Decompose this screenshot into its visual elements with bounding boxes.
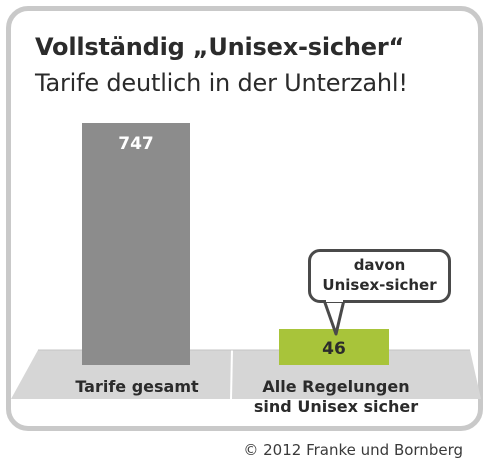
bar-tarife-gesamt (82, 123, 190, 365)
callout-tail-join (326, 297, 343, 302)
category-label-line: sind Unisex sicher (253, 397, 419, 416)
callout-tail (322, 298, 346, 336)
bar-unisex-sicher (279, 329, 389, 365)
category-label-line: Tarife gesamt (75, 377, 199, 396)
data-label-tarife-gesamt: 747 (118, 134, 154, 154)
category-label-tarife-gesamt: Tarife gesamt (37, 377, 237, 397)
chart-title: Vollständig „Unisex-sicher“ (35, 33, 405, 61)
callout-bubble: davon Unisex-sicher (308, 249, 451, 303)
floor-divider (230, 349, 233, 400)
callout-line-2: Unisex-sicher (322, 276, 437, 294)
category-label-line: Alle Regelungen (262, 377, 410, 396)
chart-subtitle: Tarife deutlich in der Unterzahl! (35, 69, 408, 97)
callout-line-1: davon (353, 256, 406, 274)
copyright-text: © 2012 Franke und Bornberg (243, 441, 463, 459)
data-label-unisex-sicher: 46 (322, 339, 346, 359)
category-label-unisex-sicher: Alle Regelungen sind Unisex sicher (236, 377, 436, 417)
